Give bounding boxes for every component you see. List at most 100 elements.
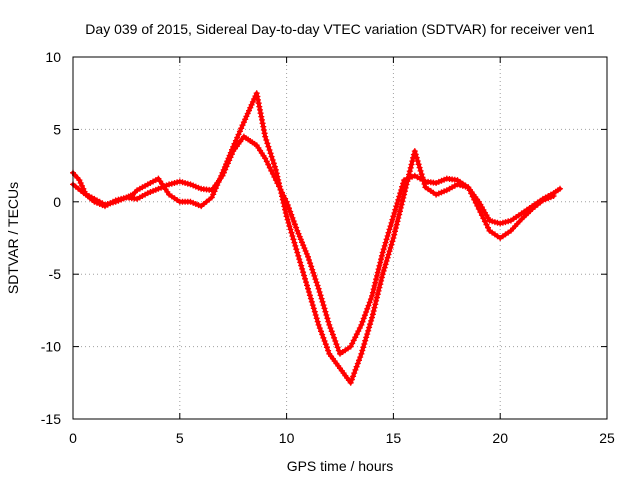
data-point (397, 204, 404, 211)
data-point (547, 194, 554, 201)
data-point (465, 184, 472, 191)
data-point (401, 188, 408, 195)
data-point (269, 157, 276, 163)
data-point (282, 206, 289, 213)
data-point (374, 291, 381, 298)
data-point (324, 315, 331, 322)
data-point (274, 173, 281, 180)
data-point (380, 246, 387, 253)
data-point (303, 250, 310, 257)
data-point (348, 376, 355, 383)
data-point (398, 201, 405, 208)
y-axis-label: SDTVAR / TECUs (5, 182, 21, 294)
data-point (192, 201, 199, 207)
data-point (104, 201, 111, 207)
data-point (281, 203, 288, 210)
data-point (557, 185, 564, 192)
data-point (303, 279, 309, 286)
data-point (403, 181, 410, 188)
data-point (474, 202, 481, 209)
data-point (168, 180, 175, 187)
data-point (276, 183, 283, 190)
data-point (210, 191, 217, 198)
data-point (370, 308, 377, 314)
data-point (187, 198, 194, 205)
data-point (376, 284, 383, 291)
data-point (219, 169, 226, 176)
data-point (299, 265, 306, 272)
data-point (334, 344, 341, 351)
data-point (502, 219, 509, 226)
data-point (242, 116, 249, 123)
data-point (290, 218, 297, 225)
data-point (375, 287, 382, 294)
data-point (390, 213, 397, 220)
data-point (280, 200, 287, 206)
data-point (314, 318, 321, 325)
data-point (276, 180, 282, 187)
data-point (421, 181, 428, 187)
data-point (357, 354, 364, 361)
data-point (494, 219, 501, 226)
data-point (102, 201, 108, 208)
data-point (247, 104, 254, 111)
data-point (335, 347, 342, 354)
y-tick-label: -10 (41, 339, 61, 355)
data-point (441, 176, 448, 183)
y-tick-label: -5 (49, 266, 62, 282)
data-point (249, 98, 256, 105)
data-point (369, 314, 375, 321)
data-point (377, 259, 384, 266)
data-point (255, 96, 261, 103)
data-point (275, 176, 282, 183)
data-point (251, 96, 258, 102)
data-point (389, 216, 396, 223)
data-point (405, 174, 412, 181)
data-point (350, 373, 357, 380)
data-point (457, 182, 464, 189)
data-point (258, 113, 265, 120)
data-point (329, 331, 336, 338)
data-point (298, 262, 305, 269)
data-point (379, 249, 386, 256)
data-point (316, 325, 323, 332)
data-point (416, 164, 423, 171)
data-point (182, 180, 189, 186)
data-point (358, 321, 365, 328)
data-point (472, 199, 479, 206)
data-point (387, 244, 394, 251)
data-point (468, 190, 475, 197)
data-point (277, 186, 284, 193)
data-point (378, 252, 385, 259)
data-point (361, 312, 368, 319)
data-point (265, 143, 272, 150)
data-point (383, 258, 390, 264)
data-point (347, 379, 354, 386)
data-point (414, 158, 421, 164)
data-point (225, 155, 232, 162)
data-point (147, 189, 154, 195)
data-point (322, 308, 329, 315)
data-point (364, 331, 371, 338)
data-point (397, 190, 404, 197)
data-point (112, 198, 119, 205)
tick-labels: 0 5 10 15 20 25 -15 -10 -5 0 5 10 (41, 49, 615, 446)
data-point (367, 321, 374, 328)
data-point (308, 263, 315, 270)
data-point (374, 269, 381, 276)
data-point (381, 242, 388, 249)
data-point (76, 177, 83, 184)
data-point (404, 178, 411, 185)
data-point (321, 305, 328, 312)
data-point (292, 242, 299, 249)
series-1 (70, 90, 557, 386)
data-point (264, 140, 271, 147)
data-point (278, 190, 285, 197)
data-point (195, 202, 202, 209)
data-point (326, 321, 333, 328)
data-point (184, 180, 191, 187)
data-point (406, 171, 412, 178)
data-point (150, 187, 157, 194)
data-point (386, 248, 393, 255)
x-tick-label: 0 (69, 430, 77, 446)
